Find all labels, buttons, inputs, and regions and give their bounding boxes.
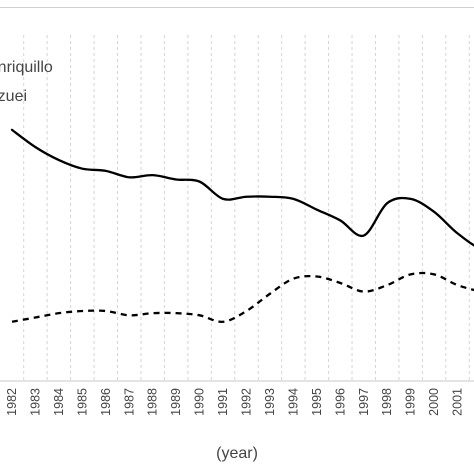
x-tick-1997: 1997 bbox=[357, 388, 371, 416]
x-axis-tick-labels: 1982 1983 1984 1985 1986 1987 1988 1989 1990 1991… bbox=[5, 388, 465, 416]
x-tick-1984: 1984 bbox=[52, 388, 66, 416]
x-tick-1994: 1994 bbox=[286, 388, 300, 416]
x-tick-2000: 2000 bbox=[427, 388, 441, 416]
x-tick-1999: 1999 bbox=[404, 388, 418, 416]
x-tick-1989: 1989 bbox=[169, 388, 183, 416]
x-tick-1988: 1988 bbox=[146, 388, 160, 416]
x-tick-1993: 1993 bbox=[263, 388, 277, 416]
x-tick-1982: 1982 bbox=[5, 388, 19, 416]
series-line-enriquillo bbox=[10, 128, 474, 247]
x-tick-1995: 1995 bbox=[310, 388, 324, 416]
x-tick-1985: 1985 bbox=[75, 388, 89, 416]
legend-label-azuei: Azuei bbox=[0, 88, 27, 105]
x-axis-title: (year) bbox=[216, 445, 258, 462]
x-tick-1987: 1987 bbox=[122, 388, 136, 416]
x-tick-1983: 1983 bbox=[28, 388, 42, 416]
x-tick-1992: 1992 bbox=[240, 388, 254, 416]
x-tick-1998: 1998 bbox=[380, 388, 394, 416]
series-line-azuei bbox=[11, 271, 474, 323]
vertical-gridlines bbox=[23, 35, 470, 381]
x-tick-1991: 1991 bbox=[216, 388, 230, 416]
x-tick-2001: 2001 bbox=[451, 388, 465, 416]
x-tick-1990: 1990 bbox=[193, 388, 207, 416]
x-tick-1996: 1996 bbox=[333, 388, 347, 416]
series-lines bbox=[10, 128, 474, 323]
x-tick-1986: 1986 bbox=[99, 388, 113, 416]
legend-label-enriquillo: Enriquillo bbox=[0, 59, 53, 76]
legend: Enriquillo Azuei bbox=[0, 59, 53, 105]
chart-frame bbox=[0, 7, 474, 382]
